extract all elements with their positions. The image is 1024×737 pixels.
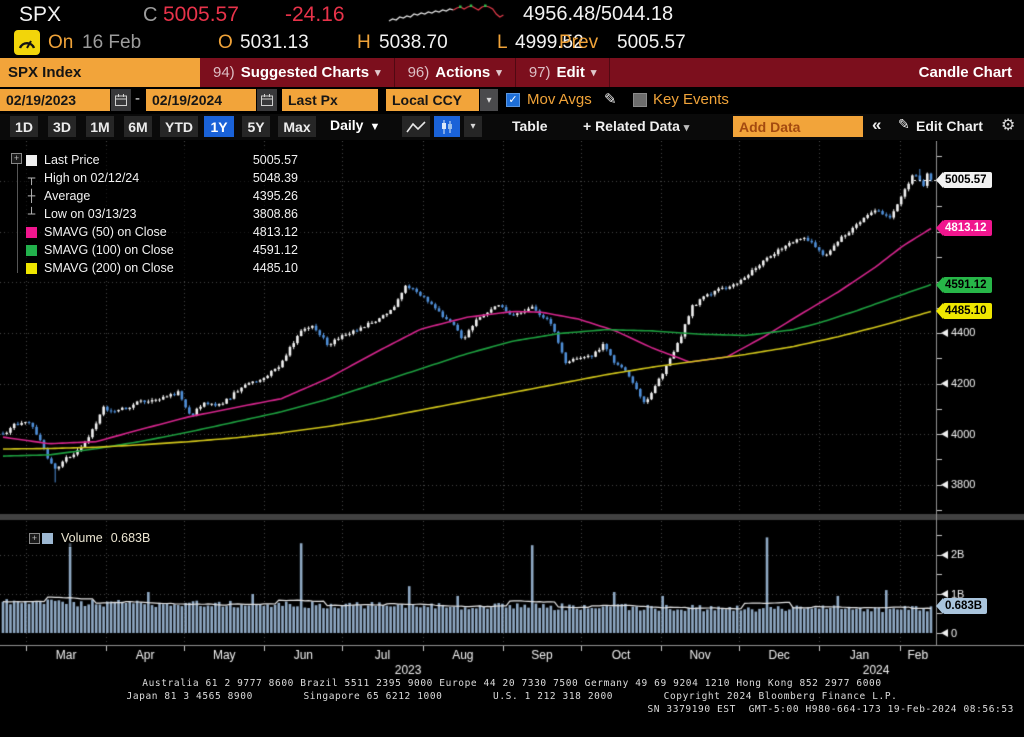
period-select[interactable]: Daily ▼ bbox=[330, 117, 381, 133]
chart-type-title: Candle Chart bbox=[918, 64, 1012, 81]
pencil-icon[interactable]: ✎ bbox=[604, 90, 617, 108]
chevron-down-icon: ▾ bbox=[590, 67, 597, 79]
range-3d-button[interactable]: 3D bbox=[48, 116, 76, 137]
average-marker-icon: ┼ bbox=[27, 189, 36, 203]
key-events-checkbox[interactable] bbox=[633, 93, 647, 107]
prev-close-value: 5005.57 bbox=[617, 32, 686, 53]
low-marker-icon: ┴ bbox=[27, 207, 36, 221]
footer-contact-line-2: Japan 81 3 4565 8900 Singapore 65 6212 1… bbox=[126, 691, 898, 702]
date-range-dash: - bbox=[135, 90, 140, 107]
menu-edit[interactable]: 97) Edit ▾ bbox=[516, 58, 611, 87]
legend-row-high[interactable]: ┬ High on 02/12/24 5048.39 bbox=[27, 171, 298, 185]
high-label: H bbox=[357, 32, 371, 53]
security-input[interactable]: SPX Index bbox=[0, 58, 200, 87]
edit-chart-button[interactable]: Edit Chart bbox=[916, 118, 983, 134]
legend-expander-icon[interactable]: + bbox=[11, 153, 22, 164]
date-to-input[interactable]: 02/19/2024 bbox=[146, 89, 256, 111]
chevron-down-icon[interactable]: ▾ bbox=[480, 89, 498, 111]
candle-chart-icon-selected[interactable] bbox=[434, 116, 460, 137]
calendar-icon[interactable] bbox=[111, 89, 131, 111]
legend-bracket-line bbox=[17, 164, 18, 273]
range-ytd-button[interactable]: YTD bbox=[160, 116, 198, 137]
volume-label: Volume bbox=[61, 531, 103, 545]
footer-terminal-info: SN 3379190 EST GMT-5:00 H980-664-173 19-… bbox=[647, 704, 1014, 715]
table-button[interactable]: Table bbox=[512, 118, 548, 134]
on-label: On bbox=[48, 32, 74, 53]
chevron-down-icon: ▾ bbox=[496, 67, 502, 79]
smavg50-swatch bbox=[26, 226, 37, 238]
mov-avgs-checkbox[interactable]: ✓ bbox=[506, 93, 520, 107]
high-marker-icon: ┬ bbox=[27, 171, 36, 185]
bid-ask-quote: 4956.48/5044.18 bbox=[523, 3, 674, 25]
legend-row-smavg200[interactable]: SMAVG (200) on Close 4485.10 bbox=[26, 259, 298, 277]
smavg200-swatch bbox=[26, 262, 37, 274]
legend-row-low[interactable]: ┴ Low on 03/13/23 3808.86 bbox=[27, 207, 298, 221]
settings-toolbar: 02/19/2023 - 02/19/2024 Last Px Local CC… bbox=[0, 88, 1024, 113]
menu-actions[interactable]: 96) Actions ▾ bbox=[395, 58, 516, 87]
header-row-2: On 16 Feb O 5031.13 H 5038.70 L 4999.52 … bbox=[0, 30, 1024, 57]
volume-expander-icon[interactable]: + bbox=[29, 533, 40, 544]
open-label: O bbox=[218, 32, 233, 53]
key-events-label: Key Events bbox=[653, 91, 729, 108]
legend-row-smavg100[interactable]: SMAVG (100) on Close 4591.12 bbox=[26, 241, 298, 259]
date-from-input[interactable]: 02/19/2023 bbox=[0, 89, 110, 111]
session-date: 16 Feb bbox=[82, 32, 142, 53]
volume-legend[interactable]: + Volume 0.683B bbox=[26, 529, 159, 547]
currency-select[interactable]: Local CCY bbox=[386, 89, 479, 111]
range-6m-button[interactable]: 6M bbox=[124, 116, 152, 137]
header-row-1: SPX C 5005.57 -24.16 4956.48/5044.18 bbox=[0, 3, 1024, 30]
legend-row-average[interactable]: ┼ Average 4395.26 bbox=[27, 189, 298, 203]
open-value: 5031.13 bbox=[240, 32, 309, 53]
volume-value: 0.683B bbox=[110, 531, 151, 545]
footer-contact-line-1: Australia 61 2 9777 8600 Brazil 5511 239… bbox=[142, 678, 882, 689]
range-toolbar: 1D 3D 1M 6M YTD 1Y 5Y Max Daily ▼ ▾ Table… bbox=[0, 114, 1024, 140]
range-5y-button[interactable]: 5Y bbox=[242, 116, 270, 137]
chevron-down-icon: ▾ bbox=[683, 122, 690, 134]
high-value: 5038.70 bbox=[379, 32, 448, 53]
last-price-swatch bbox=[26, 154, 37, 166]
range-max-button[interactable]: Max bbox=[278, 116, 316, 137]
range-1y-button-selected[interactable]: 1Y bbox=[204, 116, 234, 137]
low-label: L bbox=[497, 32, 508, 53]
collapse-panel-button[interactable]: « bbox=[872, 115, 882, 134]
price-change: -24.16 bbox=[285, 3, 345, 26]
menu-suggested-charts[interactable]: 94) Suggested Charts ▾ bbox=[200, 58, 395, 87]
range-1m-button[interactable]: 1M bbox=[86, 116, 114, 137]
line-chart-icon[interactable] bbox=[402, 116, 430, 137]
calendar-icon[interactable] bbox=[257, 89, 277, 111]
gauge-icon[interactable] bbox=[14, 30, 40, 55]
chart-legend: + Last Price 5005.57 ┬ High on 02/12/24 … bbox=[8, 148, 304, 281]
price-field-select[interactable]: Last Px bbox=[282, 89, 378, 111]
mov-avgs-label: Mov Avgs bbox=[527, 91, 592, 108]
ticker-symbol: SPX bbox=[19, 3, 62, 26]
range-1d-button[interactable]: 1D bbox=[10, 116, 38, 137]
prev-label: Prev bbox=[559, 32, 599, 53]
low-value: 4999.52 bbox=[515, 32, 584, 53]
last-price-value: 5005.57 bbox=[163, 3, 239, 26]
close-label: C bbox=[143, 4, 158, 26]
menu-bar: SPX Index 94) Suggested Charts ▾ 96) Act… bbox=[0, 58, 1024, 87]
legend-row-smavg50[interactable]: SMAVG (50) on Close 4813.12 bbox=[26, 223, 298, 241]
intraday-sparkline bbox=[388, 3, 508, 31]
pencil-icon: ✎ bbox=[898, 117, 910, 133]
add-data-input[interactable] bbox=[733, 116, 863, 137]
chevron-down-icon: ▼ bbox=[369, 121, 381, 133]
chevron-down-icon: ▾ bbox=[375, 67, 381, 79]
related-data-button[interactable]: + Related Data ▾ bbox=[583, 118, 690, 134]
gear-icon[interactable]: ⚙ bbox=[1001, 115, 1016, 134]
chevron-down-icon[interactable]: ▾ bbox=[464, 116, 482, 137]
legend-row-last-price[interactable]: Last Price 5005.57 bbox=[26, 151, 298, 169]
volume-swatch bbox=[42, 532, 53, 544]
smavg100-swatch bbox=[26, 244, 37, 256]
